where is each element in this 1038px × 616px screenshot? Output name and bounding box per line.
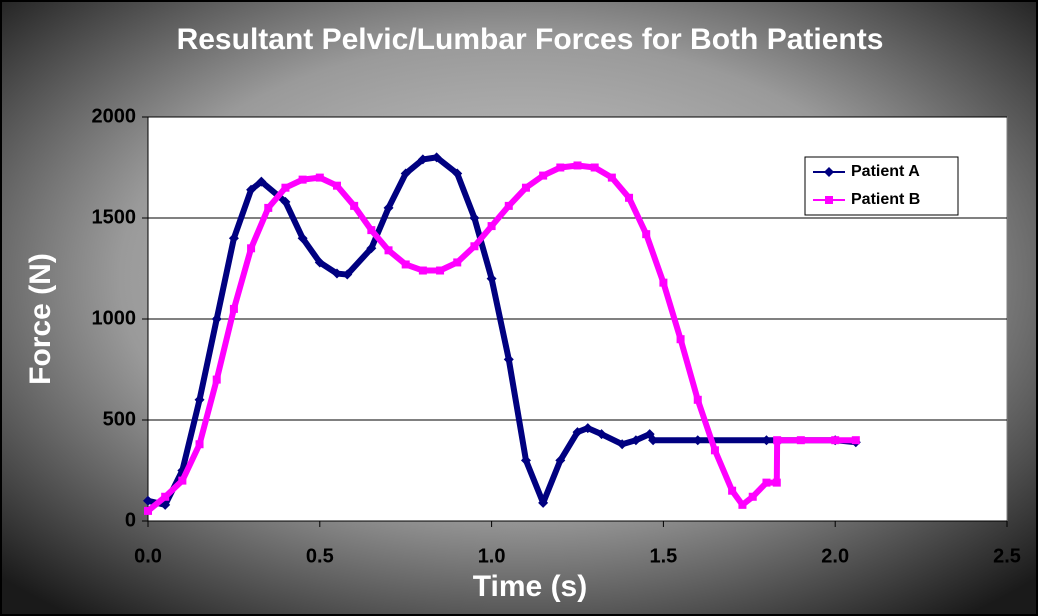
data-point [728,486,737,495]
data-point [521,183,530,192]
data-point [247,244,256,253]
data-point [539,171,548,180]
y-tick-label: 500 [103,408,136,430]
data-point [596,429,607,440]
data-point [469,213,480,223]
data-point [556,163,565,172]
data-point [762,478,771,487]
data-point [143,495,153,506]
data-point [710,446,719,455]
data-point [246,184,257,195]
data-point [648,435,659,446]
data-point [161,492,170,501]
data-point [350,201,359,210]
data-point [178,476,187,485]
data-point [228,233,239,244]
data-point [692,435,703,446]
data-point [280,196,291,207]
data-point [436,266,445,275]
data-point [342,269,353,280]
data-point [332,181,341,190]
data-point [625,193,634,202]
legend-label: Patient B [851,191,920,208]
data-point [582,423,593,434]
data-point [229,304,238,313]
data-point [195,440,204,449]
y-tick-label: 1500 [92,206,137,228]
data-point [256,176,267,187]
data-point [487,222,496,231]
x-axis-label: Time (s) [473,570,587,603]
x-tick-label: 2.0 [821,545,849,567]
data-point [617,439,628,450]
data-point [383,202,394,213]
legend-marker [825,196,833,204]
data-point [630,435,641,446]
data-point [486,273,497,284]
data-point [761,435,772,446]
data-point [144,506,152,515]
data-point [572,427,583,438]
data-point [314,257,325,268]
data-point [400,168,411,179]
data-point [297,233,308,244]
y-tick-label: 1000 [92,307,137,329]
data-point [504,201,513,210]
data-point [401,260,410,269]
data-point [194,394,205,405]
data-point [676,335,685,344]
data-point [453,258,462,267]
data-point [281,183,290,192]
data-point [642,230,651,239]
data-point [738,500,747,509]
legend-label: Patient A [851,163,920,180]
x-tick-label: 0.5 [306,545,334,567]
data-point [211,314,222,324]
data-point [607,173,616,182]
data-point [772,478,781,487]
data-point [298,175,307,184]
data-point [417,154,428,165]
data-point [748,492,757,501]
data-point [452,168,463,179]
data-point [212,375,221,384]
chart-title: Resultant Pelvic/Lumbar Forces for Both … [176,23,884,56]
x-tick-label: 1.0 [478,545,506,567]
data-point [520,455,531,466]
data-point [384,246,393,255]
data-point [538,497,549,508]
data-point [315,173,324,182]
legend-marker [824,167,834,177]
data-point [418,266,427,275]
data-point [555,455,566,466]
data-point [264,203,273,212]
data-point [366,243,377,254]
data-point [503,354,514,365]
data-point [573,161,582,170]
x-tick-label: 2.5 [993,545,1021,567]
data-point [590,163,599,172]
data-point [367,226,376,235]
data-point [851,436,860,445]
data-point [831,436,840,445]
data-point [470,242,479,251]
data-point [331,268,342,279]
data-point [796,436,805,445]
data-point [773,436,782,445]
data-point [693,395,702,404]
data-point [431,152,442,163]
x-tick-label: 1.5 [649,545,677,567]
legend-box [804,156,959,216]
x-tick-label: 0.0 [134,545,162,567]
y-tick-label: 0 [125,509,136,531]
data-point [659,278,668,287]
y-axis-label: Force (N) [24,253,57,385]
y-tick-label: 2000 [92,105,137,127]
